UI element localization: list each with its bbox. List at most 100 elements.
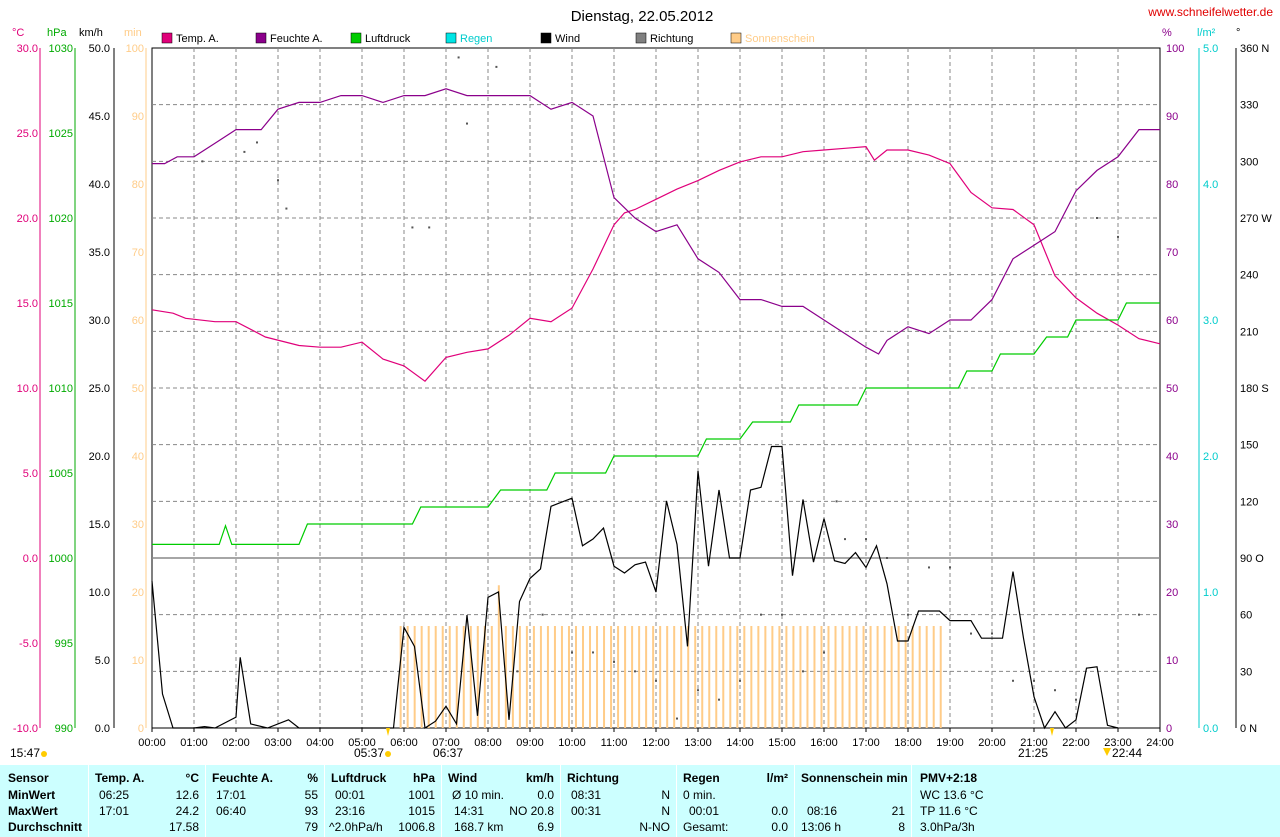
humidity-min: 55 [304,788,318,802]
xtick-label-9: 09:00 [516,737,544,749]
rain-max: 0.0 [771,804,788,818]
tick-direction-3: 270 W [1240,213,1272,225]
tick-temp-6: 0.0 [23,553,38,565]
series-lines [151,88,1161,730]
direction-point-13 [592,651,594,654]
tick-humidity-7: 30 [1166,519,1178,531]
wind-unit: km/h [525,771,554,785]
sun-hours: 13:06 h [801,820,842,834]
tick-direction-8: 120 [1240,496,1258,508]
tick-sun-7: 30 [132,519,144,531]
direction-r2-time: 00:31 [571,804,602,818]
tick-humidity-5: 50 [1166,383,1178,395]
tick-temp-3: 15.0 [17,298,38,310]
chart-title: Dienstag, 22.05.2012 [571,8,714,25]
sunshine-bars [399,585,942,728]
tick-humidity-6: 40 [1166,451,1178,463]
chart-legend: Temp. A. Feuchte A. Luftdruck Regen Wind Rich… [161,32,815,45]
tick-wind-1: 45.0 [89,111,110,123]
tick-rain-0: 5.0 [1203,43,1218,55]
direction-point-11 [541,613,544,616]
xtick-label-10: 10:00 [558,737,586,749]
sunset-time: 21:25 [1018,746,1048,760]
xtick-label-21: 21:00 [1020,737,1048,749]
direction-point-12 [571,651,573,654]
tick-pressure-8: 990 [55,723,73,735]
summary-sun-col: Sonnenschein min 08:16 21 13:06 h 8 [795,765,911,837]
legend-swatch-0 [161,32,173,44]
tick-temp-7: -5.0 [19,638,38,650]
website-link[interactable]: www.schneifelwetter.de [1147,5,1273,19]
tick-pressure-4: 1010 [49,383,73,395]
tick-sun-10: 0 [138,723,144,735]
xtick-label-17: 17:00 [852,737,880,749]
direction-point-10 [516,670,519,673]
rain-max-time: 00:01 [689,804,720,818]
legend-label-1: Feuchte A. [270,33,323,45]
sun-max-time: 08:16 [807,804,838,818]
tick-sun-1: 90 [132,111,144,123]
direction-point-31 [949,566,951,569]
tick-temp-4: 10.0 [17,383,38,395]
xtick-label-23: 23:00 [1104,737,1132,749]
summary-humidity-col: Feuchte A. % 17:01 55 06:40 93 79 [206,765,324,837]
tick-humidity-8: 20 [1166,587,1178,599]
direction-r1-time: 08:31 [571,788,602,802]
humidity-max-time: 06:40 [216,804,247,818]
legend-label-5: Richtung [650,33,693,45]
rain-total: 0.0 [771,820,788,834]
wind-header: Wind [448,771,478,785]
xtick-label-18: 18:00 [894,737,922,749]
row-label-min: MinWert [8,788,56,802]
temp-max-time: 17:01 [99,804,130,818]
temp-min-time: 06:25 [99,788,130,802]
xtick-label-4: 04:00 [306,737,334,749]
tick-temp-8: -10.0 [13,723,38,735]
legend-label-0: Temp. A. [176,33,219,45]
tick-humidity-2: 80 [1166,179,1178,191]
xtick-label-6: 06:00 [390,737,418,749]
summary-direction-col: Richtung 08:31 N 00:31 N N-NO [561,765,676,837]
rain-total-label: Gesamt: [683,820,729,834]
temp-unit: °C [185,771,199,785]
unit-sun: min [124,27,142,39]
direction-points [201,56,1140,720]
tick-temp-1: 25.0 [17,128,38,140]
tick-humidity-9: 10 [1166,655,1178,667]
pmv-pressure-trend: 3.0hPa/3h [920,820,975,834]
tick-wind-10: 0.0 [95,723,110,735]
tick-humidity-3: 70 [1166,247,1178,259]
summary-wind-col: Wind km/h Ø 10 min. 0.0 14:31 NO 20.8 16… [442,765,560,837]
tick-sun-5: 50 [132,383,144,395]
tick-wind-8: 10.0 [89,587,110,599]
sun-max: 21 [891,804,905,818]
wind-avg10-label: Ø 10 min. [452,788,505,802]
direction-point-5 [411,226,414,229]
direction-point-36 [1054,689,1056,692]
series-line-2 [152,302,1160,546]
summary-rain-col: Regen l/m² 0 min. 00:01 0.0 Gesamt: 0.0 [677,765,794,837]
direction-point-19 [718,698,720,701]
legend-swatch-5 [635,32,647,44]
sun-time-marks: 15:47 05:37 06:37 21:25 22:44 [10,728,1142,760]
legend-label-6: Sonnenschein [745,33,815,45]
temp-avg: 17.58 [168,820,199,834]
tick-temp-0: 30.0 [17,43,38,55]
xtick-label-15: 15:00 [768,737,796,749]
direction-point-15 [634,670,636,673]
xtick-label-16: 16:00 [810,737,838,749]
humidity-min-time: 17:01 [216,788,247,802]
direction-point-28 [886,557,888,559]
wind-avg: 6.9 [537,820,554,834]
direction-point-6 [428,226,431,229]
direction-point-33 [991,632,993,635]
xtick-label-0: 00:00 [138,737,166,749]
unit-humidity: % [1162,27,1172,39]
unit-wind: km/h [79,27,103,39]
sunset-marker-icon [1050,728,1054,736]
tick-direction-5: 210 [1240,326,1258,338]
tick-humidity-10: 0 [1166,723,1172,735]
tick-sun-4: 60 [132,315,144,327]
tick-direction-10: 60 [1240,610,1252,622]
tick-pressure-1: 1025 [49,128,73,140]
